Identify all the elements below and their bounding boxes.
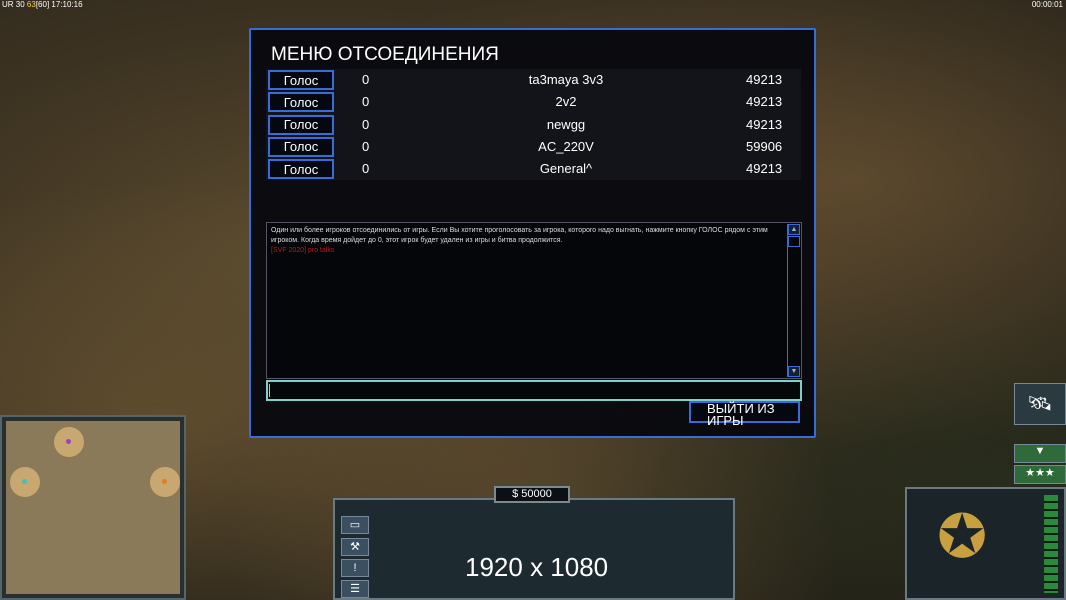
player-port: 49213 xyxy=(746,72,783,87)
quit-game-button[interactable]: ВЫЙТИ ИЗ ИГРЫ xyxy=(689,401,800,427)
faction-emblem-icon: ✪ xyxy=(937,503,988,570)
power-meter xyxy=(1044,495,1058,593)
dialog-title: МЕНЮ ОТСОЕДИНЕНИЯ xyxy=(271,44,499,65)
vote-button[interactable]: Голос xyxy=(268,114,334,135)
player-name: AC_220V xyxy=(538,138,594,154)
scroll-thumb[interactable] xyxy=(788,236,800,247)
start-position xyxy=(10,467,40,497)
player-port: 59906 xyxy=(746,138,783,154)
player-name: newgg xyxy=(546,116,586,132)
vote-count: 0 xyxy=(362,161,370,177)
start-position xyxy=(150,467,180,497)
select-icon[interactable]: ▭ xyxy=(341,516,369,534)
hud-prefix: UR 30 xyxy=(2,0,25,9)
satellite-icon[interactable]: 🛰 xyxy=(1014,383,1066,425)
vote-count: 0 xyxy=(362,94,370,110)
vote-button[interactable]: Голос xyxy=(268,70,334,90)
player-name: General^ xyxy=(539,161,593,177)
player-port: 49213 xyxy=(746,161,783,177)
disconnect-menu: МЕНЮ ОТСОЕДИНЕНИЯ Голос 0 ta3maya 3v3 49213… xyxy=(249,28,816,438)
chat-line: [SVF 2020] pro talks xyxy=(271,247,335,254)
alert-icon[interactable]: ! xyxy=(341,559,369,577)
vote-button[interactable]: Голос xyxy=(268,92,334,113)
player-list: Голос 0 ta3maya 3v3 49213 Голос 0 2v2 49213 Го… xyxy=(266,69,801,181)
hud-stats: UR 30 63[60] 17:10:16 xyxy=(2,0,83,9)
money-display: $ 50000 xyxy=(494,486,570,503)
chevron-down-icon[interactable]: ▼ xyxy=(1014,444,1066,463)
vote-button[interactable]: Голос xyxy=(268,159,334,180)
player-port: 49213 xyxy=(746,94,783,110)
vote-count: 0 xyxy=(362,72,370,87)
clock: 17:10:16 xyxy=(51,0,83,9)
player-row: Голос 0 2v2 49213 xyxy=(266,91,801,113)
player-row: Голос 0 AC_220V 59906 xyxy=(266,136,801,158)
vote-count: 0 xyxy=(362,138,370,154)
player-row: Голос 0 newgg 49213 xyxy=(266,114,801,136)
options-icon[interactable]: ☰ xyxy=(341,580,369,598)
chat-input[interactable] xyxy=(266,380,802,401)
rank-stars-icon[interactable]: ★★★ xyxy=(1014,465,1066,484)
minimap[interactable] xyxy=(0,415,186,600)
resolution-overlay: 1920 x 1080 xyxy=(465,552,609,582)
player-name: 2v2 xyxy=(555,94,577,110)
vote-count: 0 xyxy=(362,116,370,132)
command-bar: ▭ ⚒ ! ☰ 1920 x 1080 xyxy=(333,498,735,600)
wrench-icon[interactable]: ⚒ xyxy=(341,538,369,556)
fps-value: 63 xyxy=(26,0,36,9)
player-row: Голос 0 General^ 49213 xyxy=(266,158,801,180)
player-row: Голос 0 ta3maya 3v3 49213 xyxy=(266,69,801,91)
start-position xyxy=(54,427,84,457)
scrollbar[interactable]: ▲ ▼ xyxy=(787,224,800,377)
fps-limit: [60] xyxy=(35,0,50,9)
scroll-up-icon[interactable]: ▲ xyxy=(788,224,800,235)
vote-button[interactable]: Голос xyxy=(268,136,334,157)
player-name: ta3maya 3v3 xyxy=(528,72,604,87)
general-portrait-panel: ✪ xyxy=(905,487,1066,600)
game-timer: 00:00:01 xyxy=(1031,0,1063,9)
scroll-down-icon[interactable]: ▼ xyxy=(788,366,800,377)
system-message: Один или более игроков отсоединились от … xyxy=(271,227,768,244)
text-caret xyxy=(269,384,270,397)
player-port: 49213 xyxy=(746,116,783,132)
chat-log[interactable]: Один или более игроков отсоединились от … xyxy=(266,222,802,379)
